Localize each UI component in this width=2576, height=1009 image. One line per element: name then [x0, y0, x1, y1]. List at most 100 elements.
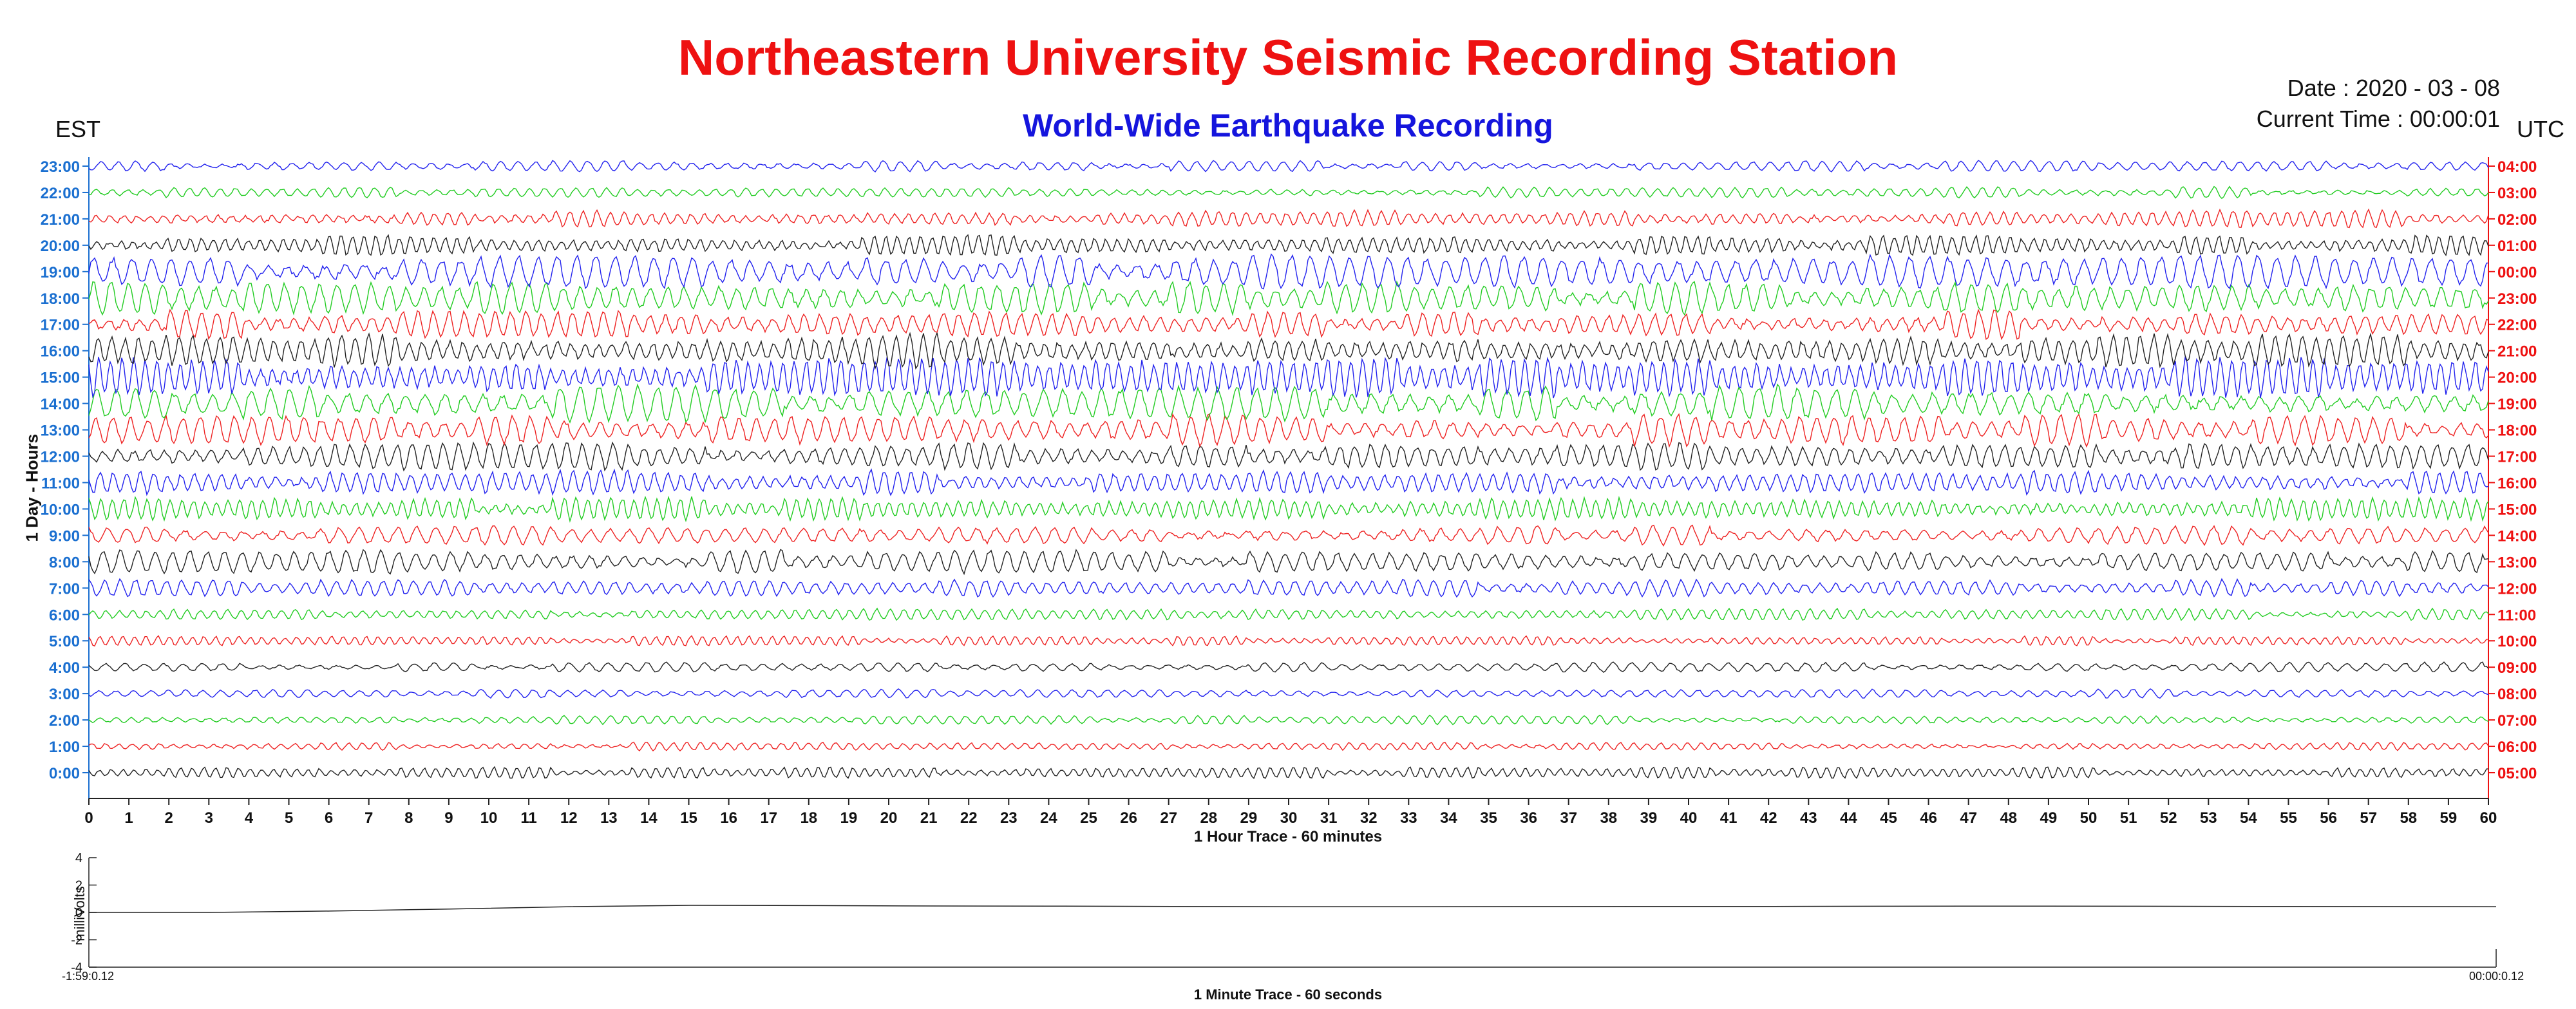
- x-tick-label: 60: [2480, 809, 2497, 827]
- utc-zone-label: UTC: [2517, 116, 2564, 142]
- x-tick-label: 26: [1120, 809, 1137, 827]
- right-tick-label: 22:00: [2497, 317, 2537, 334]
- right-tick-label: 17:00: [2497, 449, 2537, 466]
- x-tick-label: 48: [2000, 809, 2017, 827]
- x-tick-label: 0: [84, 809, 93, 827]
- minute-trace-line: [89, 905, 2497, 913]
- right-tick-label: 02:00: [2497, 211, 2537, 229]
- right-tick-label: 10:00: [2497, 633, 2537, 650]
- x-tick-label: 18: [800, 809, 817, 827]
- left-tick-label: 8:00: [49, 554, 80, 571]
- minute-y-tick-label: -2: [71, 934, 82, 948]
- x-tick-label: 28: [1200, 809, 1217, 827]
- x-tick-label: 29: [1240, 809, 1258, 827]
- x-tick-label: 25: [1080, 809, 1097, 827]
- x-tick-label: 39: [1640, 809, 1658, 827]
- right-tick-label: 03:00: [2497, 185, 2537, 202]
- trace-hour-20:00: [88, 234, 2489, 256]
- left-tick-label: 10:00: [41, 501, 80, 518]
- left-tick-label: 20:00: [41, 238, 80, 255]
- trace-hour-9:00: [88, 524, 2489, 547]
- x-tick-label: 30: [1280, 809, 1298, 827]
- x-tick-label: 17: [760, 809, 777, 827]
- x-tick-label: 44: [1840, 809, 1857, 827]
- x-tick-label: 4: [245, 809, 254, 827]
- right-tick-label: 01:00: [2497, 238, 2537, 255]
- trace-hour-22:00: [88, 185, 2489, 200]
- right-tick-label: 12:00: [2497, 580, 2537, 598]
- left-tick-label: 21:00: [41, 211, 80, 229]
- minute-y-tick-label: -4: [71, 961, 82, 975]
- x-tick-label: 58: [2400, 809, 2417, 827]
- left-tick-label: 5:00: [49, 633, 80, 650]
- x-tick-label: 57: [2360, 809, 2377, 827]
- right-tick-label: 09:00: [2497, 659, 2537, 677]
- right-tick-label: 00:00: [2497, 264, 2537, 281]
- trace-hour-0:00: [88, 766, 2489, 780]
- right-tick-label: 04:00: [2497, 158, 2537, 176]
- left-tick-label: 6:00: [49, 607, 80, 624]
- x-tick-label: 49: [2040, 809, 2058, 827]
- x-tick-label: 22: [960, 809, 978, 827]
- x-tick-label: 14: [640, 809, 658, 827]
- left-tick-label: 14:00: [41, 396, 80, 413]
- x-tick-label: 47: [1960, 809, 1977, 827]
- minute-x-axis-label: 1 Minute Trace - 60 seconds: [1193, 986, 1383, 1003]
- date-readout: Date : 2020 - 03 - 08: [2287, 75, 2500, 101]
- x-tick-label: 3: [205, 809, 213, 827]
- x-tick-label: 24: [1040, 809, 1057, 827]
- trace-hour-21:00: [88, 208, 2489, 229]
- helicorder-x-axis-label: 1 Hour Trace - 60 minutes: [1193, 828, 1383, 845]
- trace-hour-7:00: [88, 578, 2489, 598]
- station-title: Northeastern University Seismic Recordin…: [677, 29, 1899, 86]
- left-tick-label: 1:00: [49, 739, 80, 756]
- x-tick-label: 51: [2120, 809, 2137, 827]
- x-tick-label: 6: [325, 809, 333, 827]
- x-tick-label: 2: [165, 809, 173, 827]
- x-tick-label: 27: [1160, 809, 1177, 827]
- x-tick-label: 35: [1480, 809, 1497, 827]
- trace-hour-15:00: [88, 355, 2489, 399]
- minute-end-time-label: 00:00:0.12: [2469, 970, 2524, 983]
- x-tick-label: 13: [600, 809, 618, 827]
- x-tick-label: 40: [1680, 809, 1698, 827]
- right-tick-label: 06:00: [2497, 739, 2537, 756]
- right-tick-label: 11:00: [2497, 607, 2536, 624]
- left-tick-label: 11:00: [41, 475, 80, 492]
- left-tick-label: 0:00: [49, 765, 80, 782]
- x-tick-label: 33: [1400, 809, 1417, 827]
- left-tick-label: 23:00: [41, 158, 80, 176]
- x-tick-label: 37: [1560, 809, 1577, 827]
- trace-hour-19:00: [88, 253, 2489, 290]
- right-tick-label: 14:00: [2497, 527, 2537, 545]
- x-tick-label: 16: [720, 809, 737, 827]
- est-zone-label: EST: [55, 116, 101, 142]
- x-tick-label: 32: [1360, 809, 1378, 827]
- minute-y-tick-label: 2: [75, 879, 82, 893]
- right-tick-label: 16:00: [2497, 475, 2537, 492]
- trace-hour-16:00: [88, 331, 2489, 370]
- x-tick-label: 45: [1880, 809, 1897, 827]
- right-tick-label: 21:00: [2497, 343, 2537, 361]
- right-tick-label: 18:00: [2497, 422, 2537, 440]
- right-tick-label: 05:00: [2497, 765, 2537, 782]
- minute-y-tick-label: 0: [75, 906, 82, 920]
- x-tick-label: 52: [2160, 809, 2177, 827]
- trace-hour-5:00: [88, 635, 2489, 647]
- left-tick-label: 3:00: [49, 686, 80, 703]
- x-tick-label: 9: [444, 809, 453, 827]
- left-tick-label: 17:00: [41, 317, 80, 334]
- x-tick-label: 1: [124, 809, 133, 827]
- trace-hour-11:00: [88, 468, 2489, 496]
- trace-hour-10:00: [88, 495, 2489, 523]
- x-tick-label: 56: [2320, 809, 2337, 827]
- x-tick-label: 31: [1320, 809, 1338, 827]
- left-tick-label: 12:00: [41, 449, 80, 466]
- trace-hour-6:00: [88, 607, 2489, 621]
- current-time-readout: Current Time : 00:00:01: [2256, 106, 2500, 132]
- trace-hour-14:00: [88, 383, 2489, 424]
- right-tick-label: 13:00: [2497, 554, 2537, 571]
- trace-hour-18:00: [88, 280, 2489, 317]
- trace-hour-17:00: [88, 308, 2489, 341]
